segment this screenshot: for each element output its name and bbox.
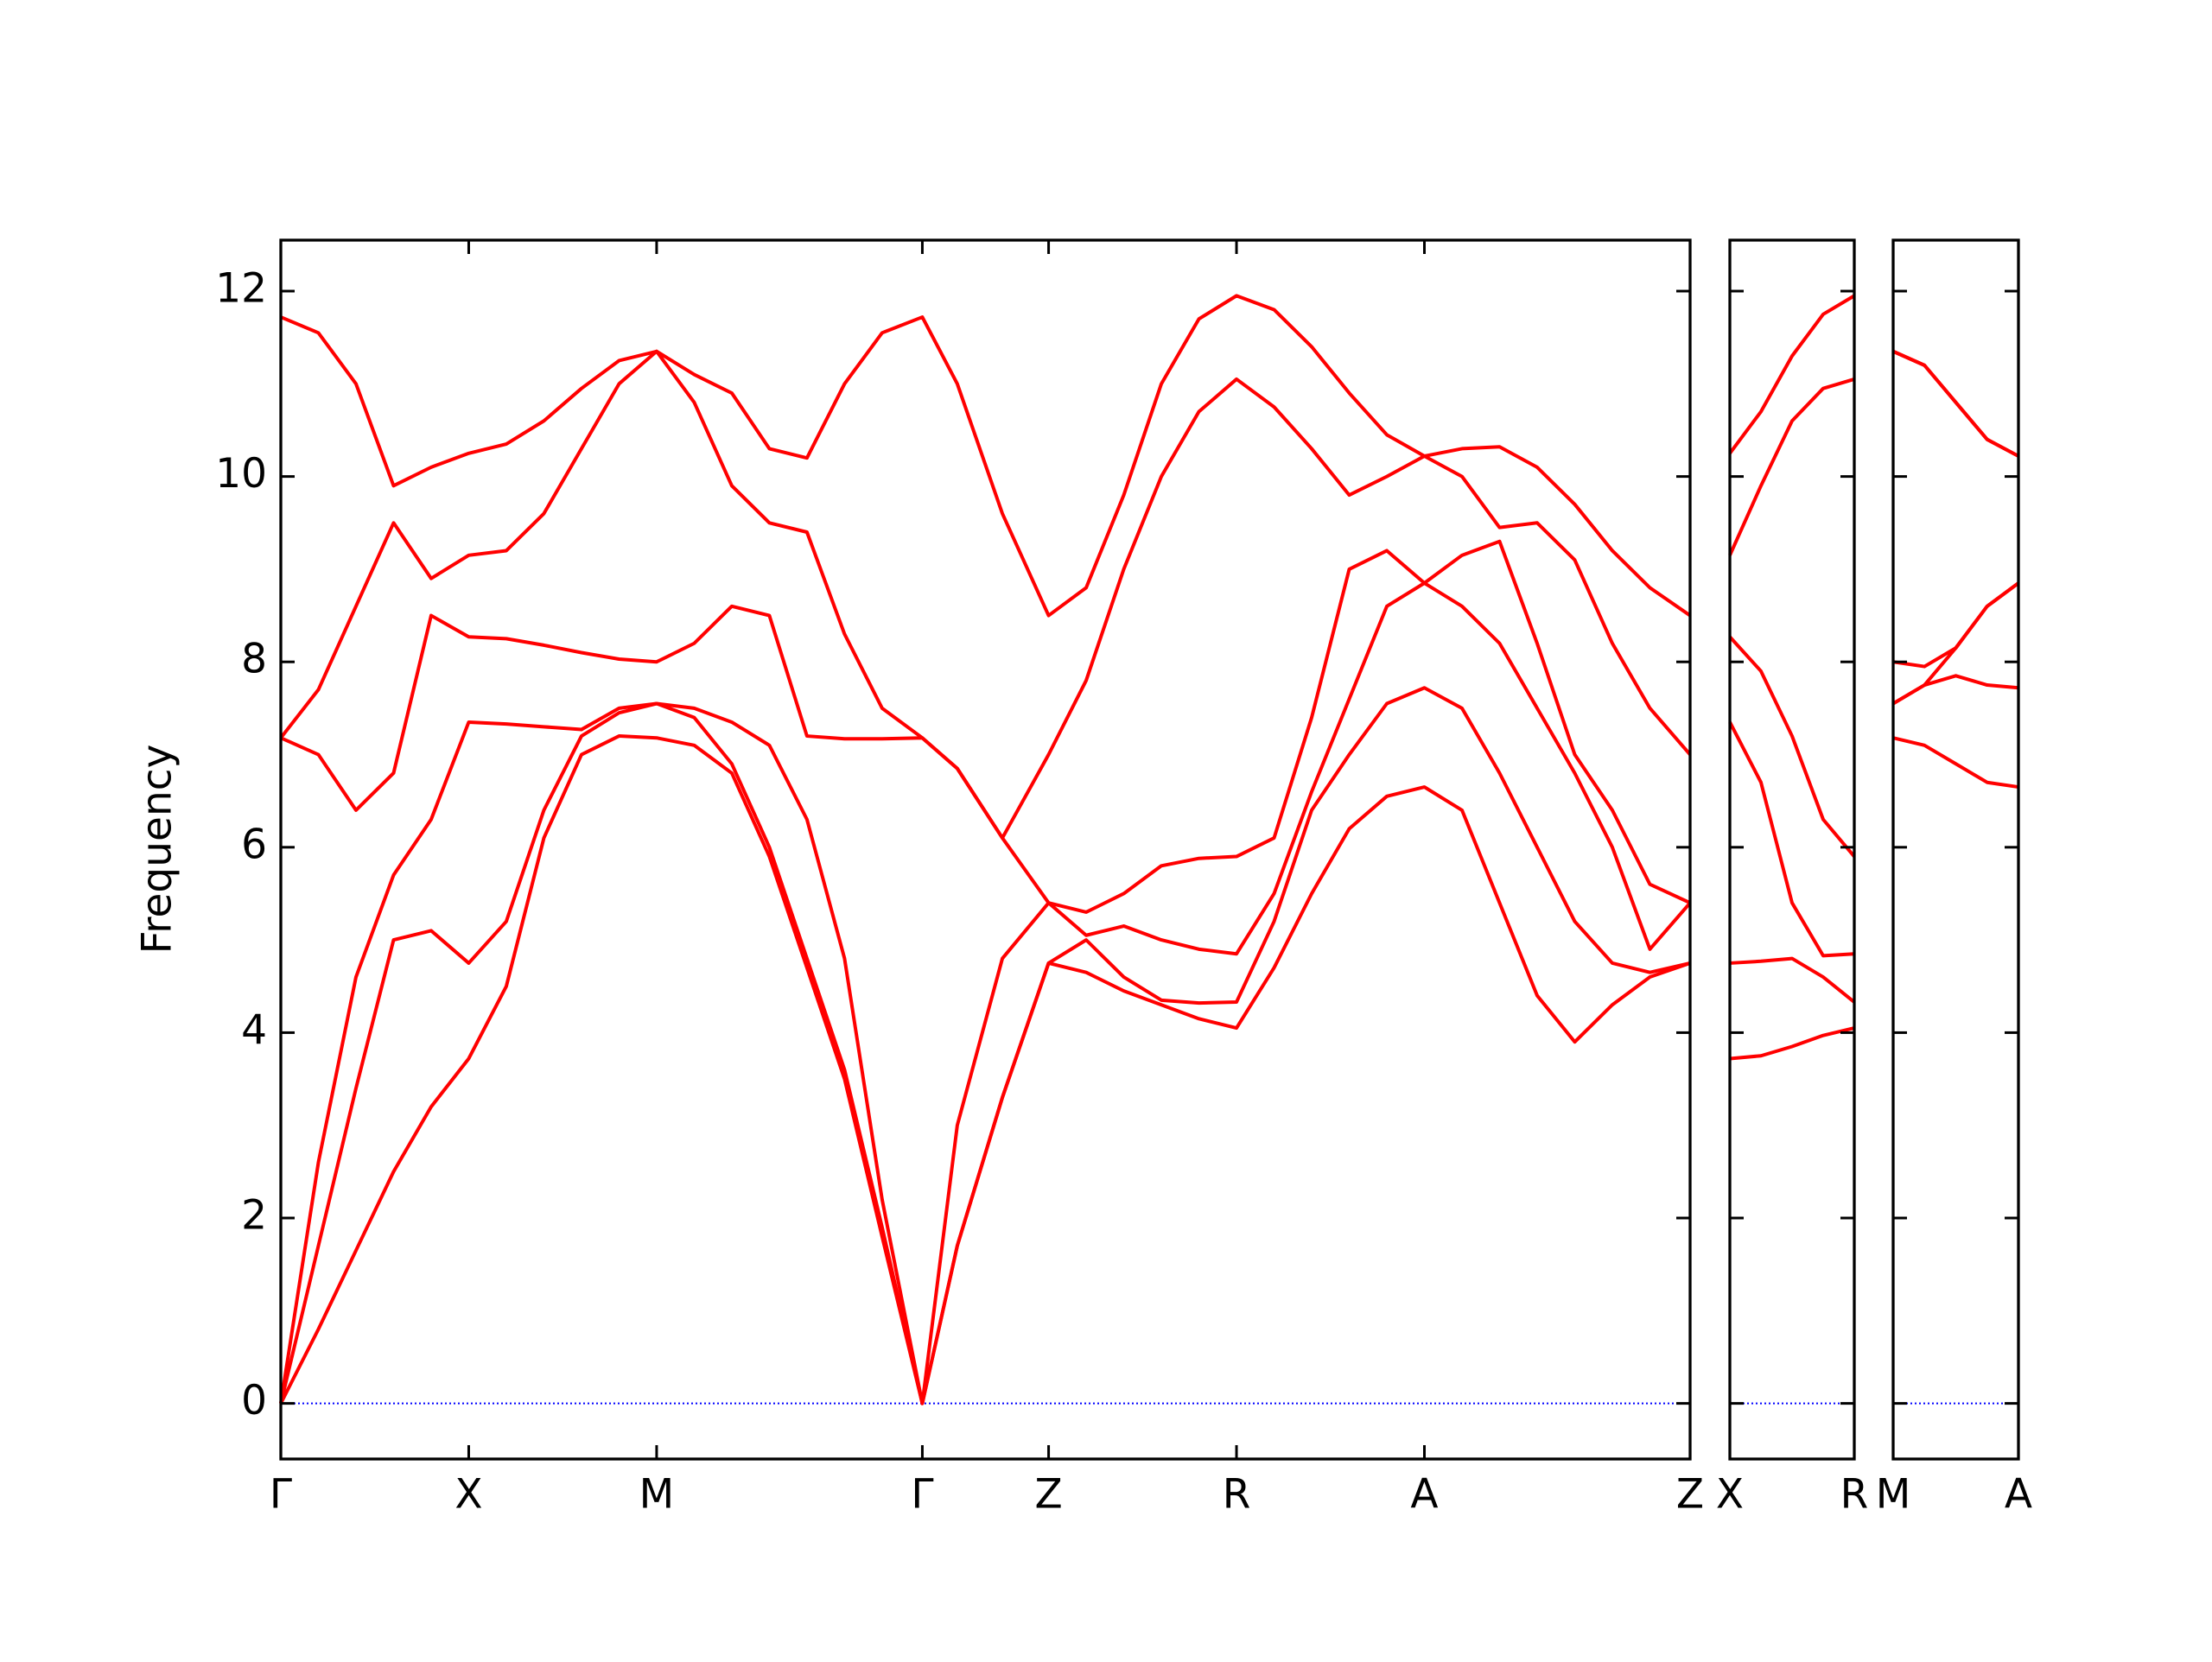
x-tick-label: Γ	[911, 1471, 933, 1519]
y-tick-label: 4	[241, 1006, 267, 1054]
x-tick-label: Z	[1034, 1471, 1062, 1519]
band-line	[1892, 736, 2019, 790]
band-line	[279, 686, 1691, 1405]
y-tick-label: 8	[241, 636, 267, 683]
x-tick-label: A	[1410, 1471, 1438, 1519]
band-line	[279, 581, 1692, 1405]
band-line	[280, 539, 1691, 914]
x-tick-label: R	[1840, 1471, 1869, 1519]
y-tick-label: 0	[241, 1377, 267, 1424]
x-tick-label: Z	[1676, 1471, 1704, 1519]
y-axis-label: Frequency	[134, 745, 181, 955]
band-line	[1891, 674, 2019, 706]
band-line	[1892, 581, 2020, 669]
band-line	[1729, 956, 1856, 1004]
band-line	[1729, 1026, 1855, 1061]
x-tick-label: X	[1716, 1471, 1744, 1519]
axes-frame	[1891, 238, 2020, 1461]
band-line	[279, 349, 1692, 841]
x-tick-label: M	[639, 1471, 675, 1519]
x-tick-label: R	[1223, 1471, 1251, 1519]
y-tick-label: 6	[241, 821, 267, 868]
band-line	[279, 734, 1691, 1405]
y-tick-label: 2	[241, 1192, 267, 1240]
x-tick-label: X	[454, 1471, 482, 1519]
axes-frame	[279, 238, 1692, 1461]
x-tick-label: A	[2005, 1471, 2032, 1519]
band-line	[1892, 349, 2019, 458]
band-line	[1728, 294, 1856, 454]
band-line	[1728, 721, 1855, 958]
band-line	[280, 294, 1692, 618]
y-tick-label: 12	[215, 265, 267, 313]
band-line	[1728, 377, 1855, 556]
band-line	[1728, 635, 1856, 858]
x-tick-label: M	[1876, 1471, 1911, 1519]
y-tick-label: 10	[215, 450, 267, 498]
x-tick-label: Γ	[270, 1471, 292, 1519]
axes-frame	[1728, 238, 1856, 1461]
